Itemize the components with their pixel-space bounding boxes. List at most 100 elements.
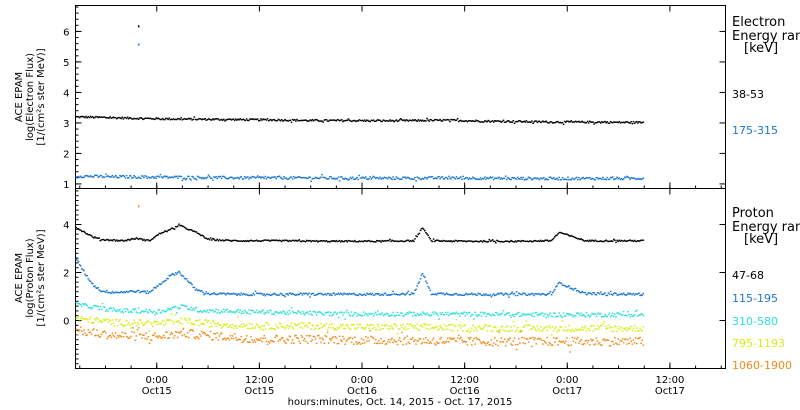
data-point xyxy=(539,313,542,316)
data-point xyxy=(427,234,429,236)
data-point xyxy=(315,342,318,345)
data-point xyxy=(110,323,113,325)
data-point xyxy=(532,293,534,295)
data-point xyxy=(296,240,298,242)
data-point xyxy=(442,329,445,331)
data-point xyxy=(176,175,178,178)
data-point xyxy=(448,240,450,242)
data-point xyxy=(308,240,310,242)
data-point xyxy=(290,176,293,178)
data-point xyxy=(98,336,100,338)
data-point xyxy=(294,335,296,337)
data-point xyxy=(601,178,603,180)
data-point xyxy=(373,313,376,315)
data-point xyxy=(348,178,351,180)
data-point xyxy=(460,119,462,122)
data-point xyxy=(486,241,488,243)
data-point xyxy=(413,340,415,342)
data-point xyxy=(472,324,474,327)
data-point xyxy=(284,328,286,330)
data-point xyxy=(158,309,161,311)
data-point xyxy=(422,228,425,230)
data-point xyxy=(109,320,111,322)
data-point xyxy=(146,321,149,323)
data-point xyxy=(444,240,447,242)
data-point xyxy=(497,292,499,294)
data-point xyxy=(125,290,128,293)
data-point xyxy=(499,241,501,243)
data-point xyxy=(613,292,615,295)
data-point xyxy=(627,121,629,123)
data-point xyxy=(621,178,624,181)
data-point xyxy=(237,308,239,311)
data-point xyxy=(262,337,264,339)
data-point xyxy=(628,239,630,242)
data-point xyxy=(608,327,611,329)
data-point xyxy=(275,239,277,241)
data-point xyxy=(540,293,543,295)
data-point xyxy=(346,119,349,122)
data-point xyxy=(568,234,570,237)
data-point xyxy=(479,177,482,179)
data-point xyxy=(575,312,578,314)
data-point xyxy=(185,319,188,322)
data-point xyxy=(177,118,179,120)
data-point xyxy=(592,330,594,332)
data-point xyxy=(278,239,281,241)
data-point xyxy=(363,119,366,121)
data-point xyxy=(168,318,170,321)
data-point xyxy=(191,323,193,326)
data-point xyxy=(124,324,127,327)
data-point xyxy=(199,233,201,236)
data-point xyxy=(270,239,272,242)
data-point xyxy=(206,321,209,323)
data-point xyxy=(402,176,404,178)
data-point xyxy=(524,178,527,180)
data-point xyxy=(396,333,399,335)
data-point xyxy=(272,293,274,295)
data-point xyxy=(498,120,500,122)
data-point xyxy=(158,232,161,235)
data-point xyxy=(300,177,303,179)
data-point xyxy=(533,121,535,123)
data-point xyxy=(103,176,106,178)
data-point xyxy=(106,175,108,178)
data-point xyxy=(503,314,506,316)
data-point xyxy=(88,176,91,178)
data-point xyxy=(125,308,128,310)
data-point xyxy=(190,322,192,324)
data-point xyxy=(374,311,377,313)
data-point xyxy=(353,343,355,345)
data-point xyxy=(511,240,513,242)
data-point xyxy=(339,241,342,243)
data-point xyxy=(274,328,276,330)
data-point xyxy=(461,178,463,180)
data-point xyxy=(162,334,165,337)
data-point xyxy=(337,176,340,178)
data-point xyxy=(76,334,79,336)
data-point xyxy=(611,240,614,242)
data-point xyxy=(363,314,366,316)
data-point xyxy=(466,294,469,296)
data-point xyxy=(145,332,147,334)
data-point xyxy=(448,175,450,178)
data-point xyxy=(108,319,110,321)
data-point xyxy=(413,311,415,314)
data-point xyxy=(235,177,237,179)
data-point xyxy=(414,314,416,316)
data-point xyxy=(535,120,538,122)
data-point xyxy=(315,119,318,121)
data-point xyxy=(494,177,496,179)
data-point xyxy=(382,314,385,317)
data-point xyxy=(263,313,265,315)
data-point xyxy=(358,240,361,242)
data-point xyxy=(312,324,315,327)
data-point xyxy=(217,322,220,324)
data-point xyxy=(319,311,321,313)
data-point xyxy=(500,121,503,123)
data-point xyxy=(157,321,159,323)
data-point xyxy=(208,293,211,296)
data-point xyxy=(337,316,340,319)
data-point xyxy=(410,325,413,328)
